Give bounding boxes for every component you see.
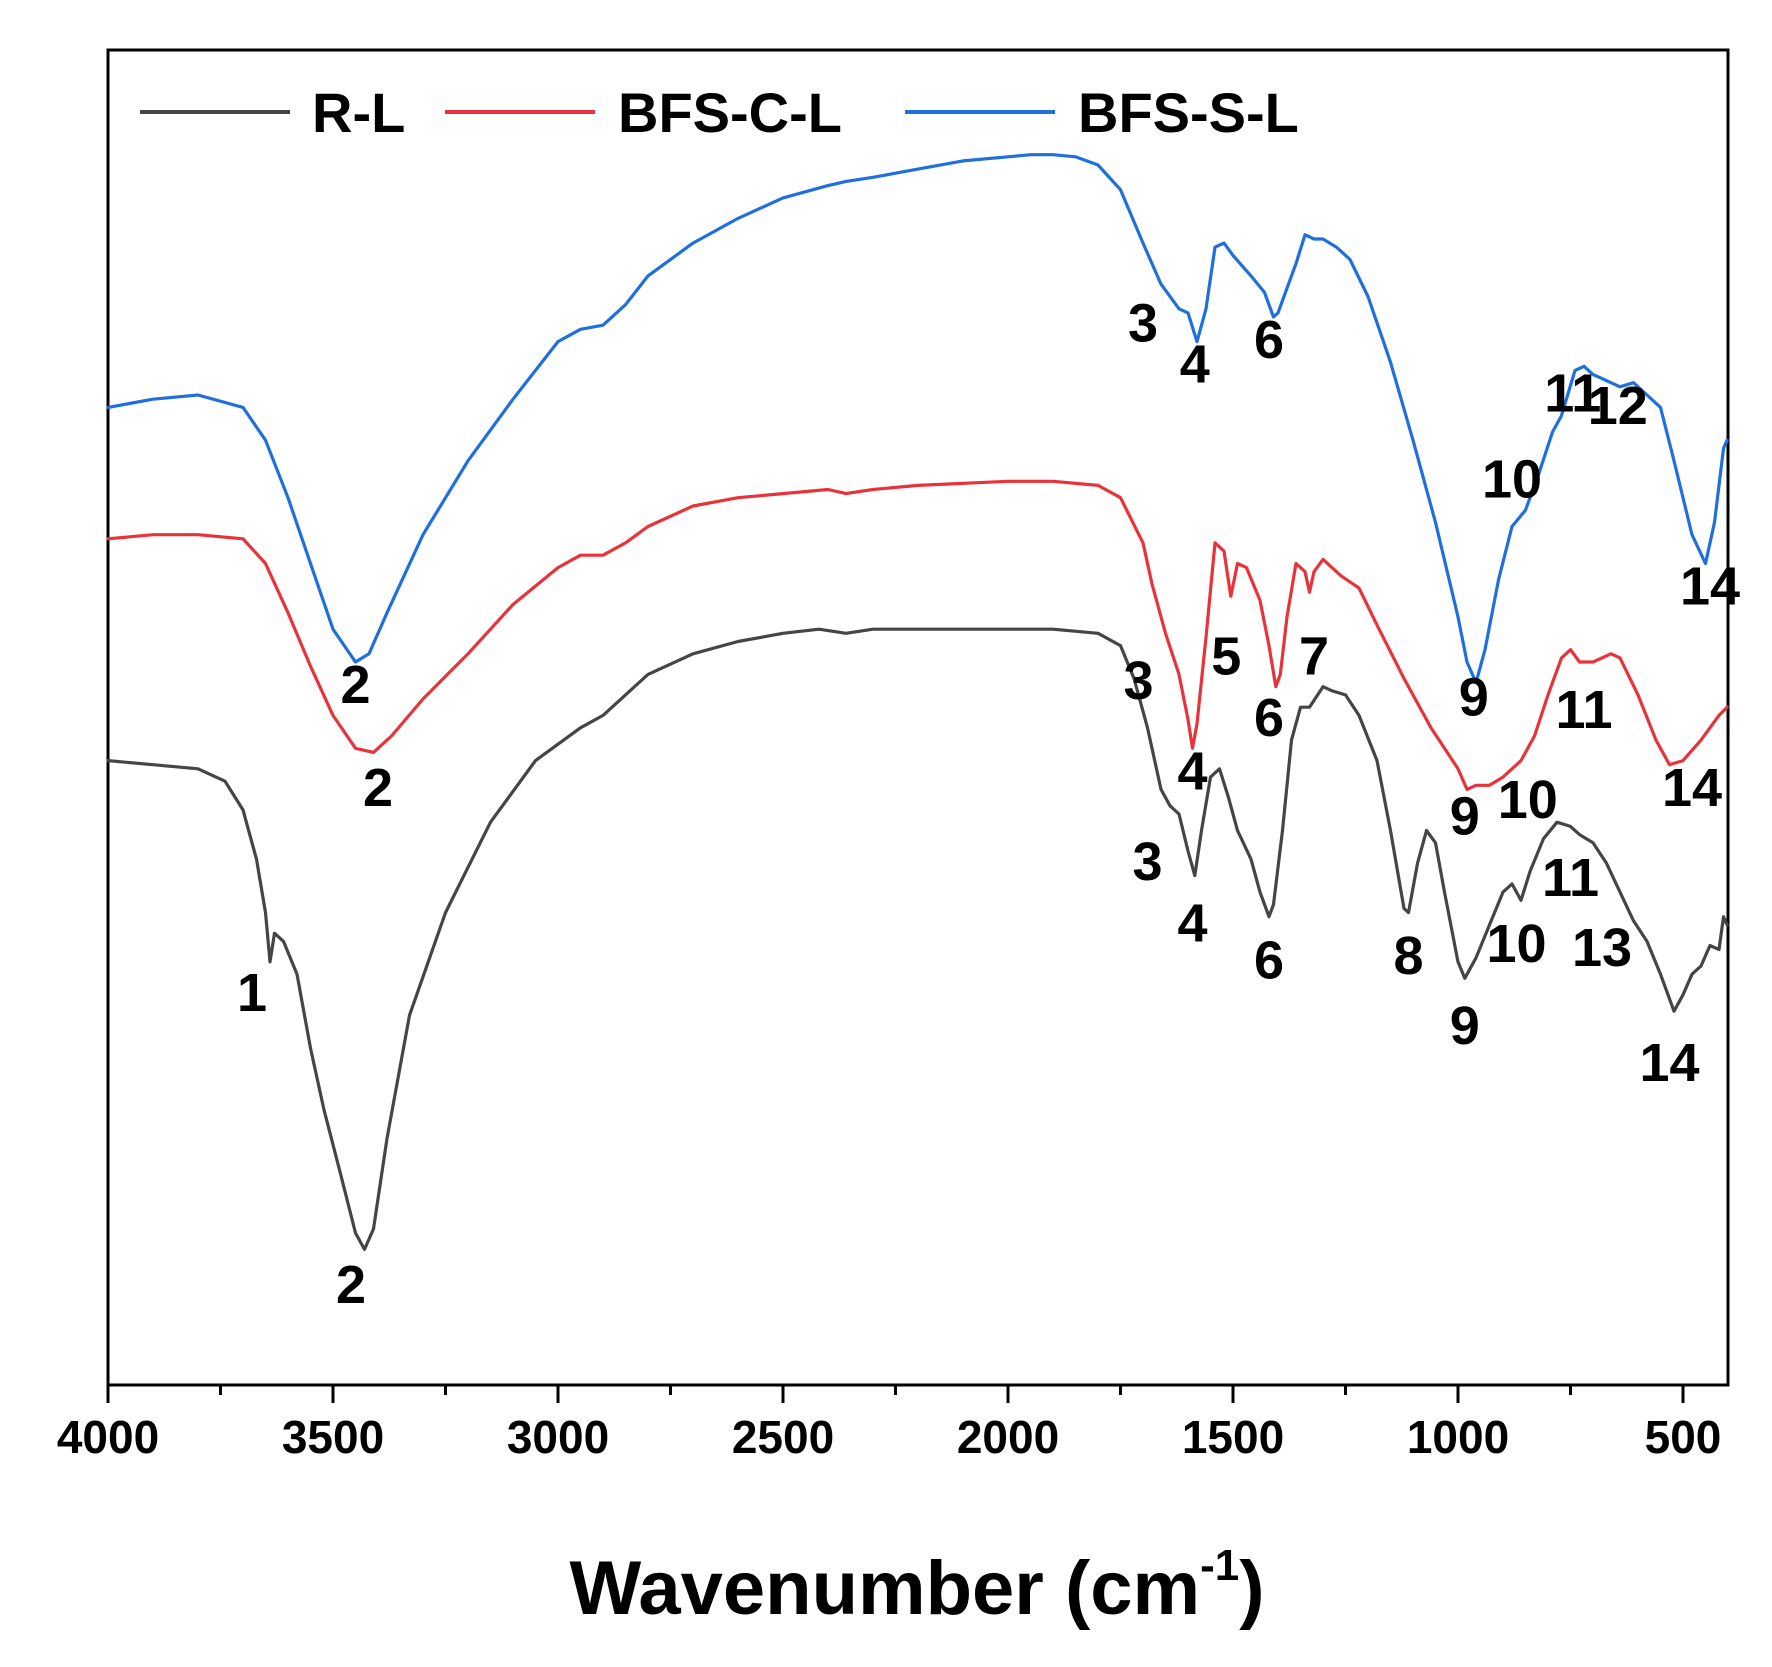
- plot-frame: [106, 48, 1730, 1387]
- x-tick-label: 2000: [957, 1411, 1059, 1463]
- peak-label: 11: [1542, 848, 1599, 908]
- peak-label: 6: [1254, 310, 1284, 370]
- peak-label: 14: [1662, 758, 1722, 818]
- peak-label: 6: [1254, 688, 1284, 748]
- legend-label-bfs-c-l: BFS-C-L: [618, 81, 842, 144]
- series-layer: [106, 153, 1729, 1251]
- x-tick-label: 3500: [282, 1411, 384, 1463]
- series-line-bfs-c-l: [106, 479, 1729, 791]
- x-tick-label: 2500: [732, 1411, 834, 1463]
- peak-label: 11: [1555, 680, 1612, 740]
- peak-label: 7: [1299, 626, 1329, 686]
- x-axis-title: Wavenumber (cm-1): [569, 1541, 1264, 1631]
- x-axis: 4000 3500 3000 2500 2000 1500 1000 500: [57, 1385, 1722, 1463]
- x-tick-label: 1000: [1407, 1411, 1509, 1463]
- peak-label: 4: [1177, 741, 1207, 801]
- x-tick-label: 500: [1645, 1411, 1722, 1463]
- peak-label: 11: [1544, 363, 1601, 423]
- peak-label: 10: [1482, 450, 1542, 510]
- peak-label: 10: [1498, 770, 1558, 830]
- x-axis-title-superscript: -1: [1200, 1541, 1239, 1590]
- peak-label: 4: [1177, 893, 1207, 953]
- legend: R-L BFS-C-L BFS-S-L: [140, 81, 1299, 144]
- x-tick-label: 1500: [1182, 1411, 1284, 1463]
- peak-label: 2: [336, 1255, 366, 1315]
- legend-label-r-l: R-L: [312, 81, 405, 144]
- peak-label: 6: [1254, 930, 1284, 990]
- peak-label: 1: [237, 963, 267, 1023]
- peak-label: 14: [1680, 557, 1740, 617]
- peak-label: 9: [1450, 787, 1480, 847]
- series-line-r-l: [106, 627, 1729, 1251]
- peak-label: 3: [1128, 294, 1158, 354]
- peak-label: 2: [363, 758, 393, 818]
- peak-label: 3: [1123, 651, 1153, 711]
- peak-label: 4: [1180, 335, 1210, 395]
- peak-label: 13: [1572, 918, 1632, 978]
- peak-label: 12: [1588, 376, 1648, 436]
- peak-label: 3: [1132, 832, 1162, 892]
- peak-label: 9: [1450, 996, 1480, 1056]
- x-axis-title-main: Wavenumber (cm: [569, 1546, 1200, 1631]
- x-tick-label: 4000: [57, 1411, 159, 1463]
- peak-label: 14: [1639, 1033, 1699, 1093]
- x-axis-title-close: ): [1239, 1546, 1264, 1631]
- peak-label: 9: [1459, 667, 1489, 727]
- x-tick-label: 3000: [507, 1411, 609, 1463]
- series-line-bfs-s-l: [106, 153, 1729, 685]
- peak-label: 10: [1486, 914, 1546, 974]
- peak-label: 5: [1211, 626, 1241, 686]
- peak-label: 2: [340, 655, 370, 715]
- plot-border: [106, 48, 1730, 1387]
- legend-label-bfs-s-l: BFS-S-L: [1078, 81, 1299, 144]
- peak-label: 8: [1393, 926, 1423, 986]
